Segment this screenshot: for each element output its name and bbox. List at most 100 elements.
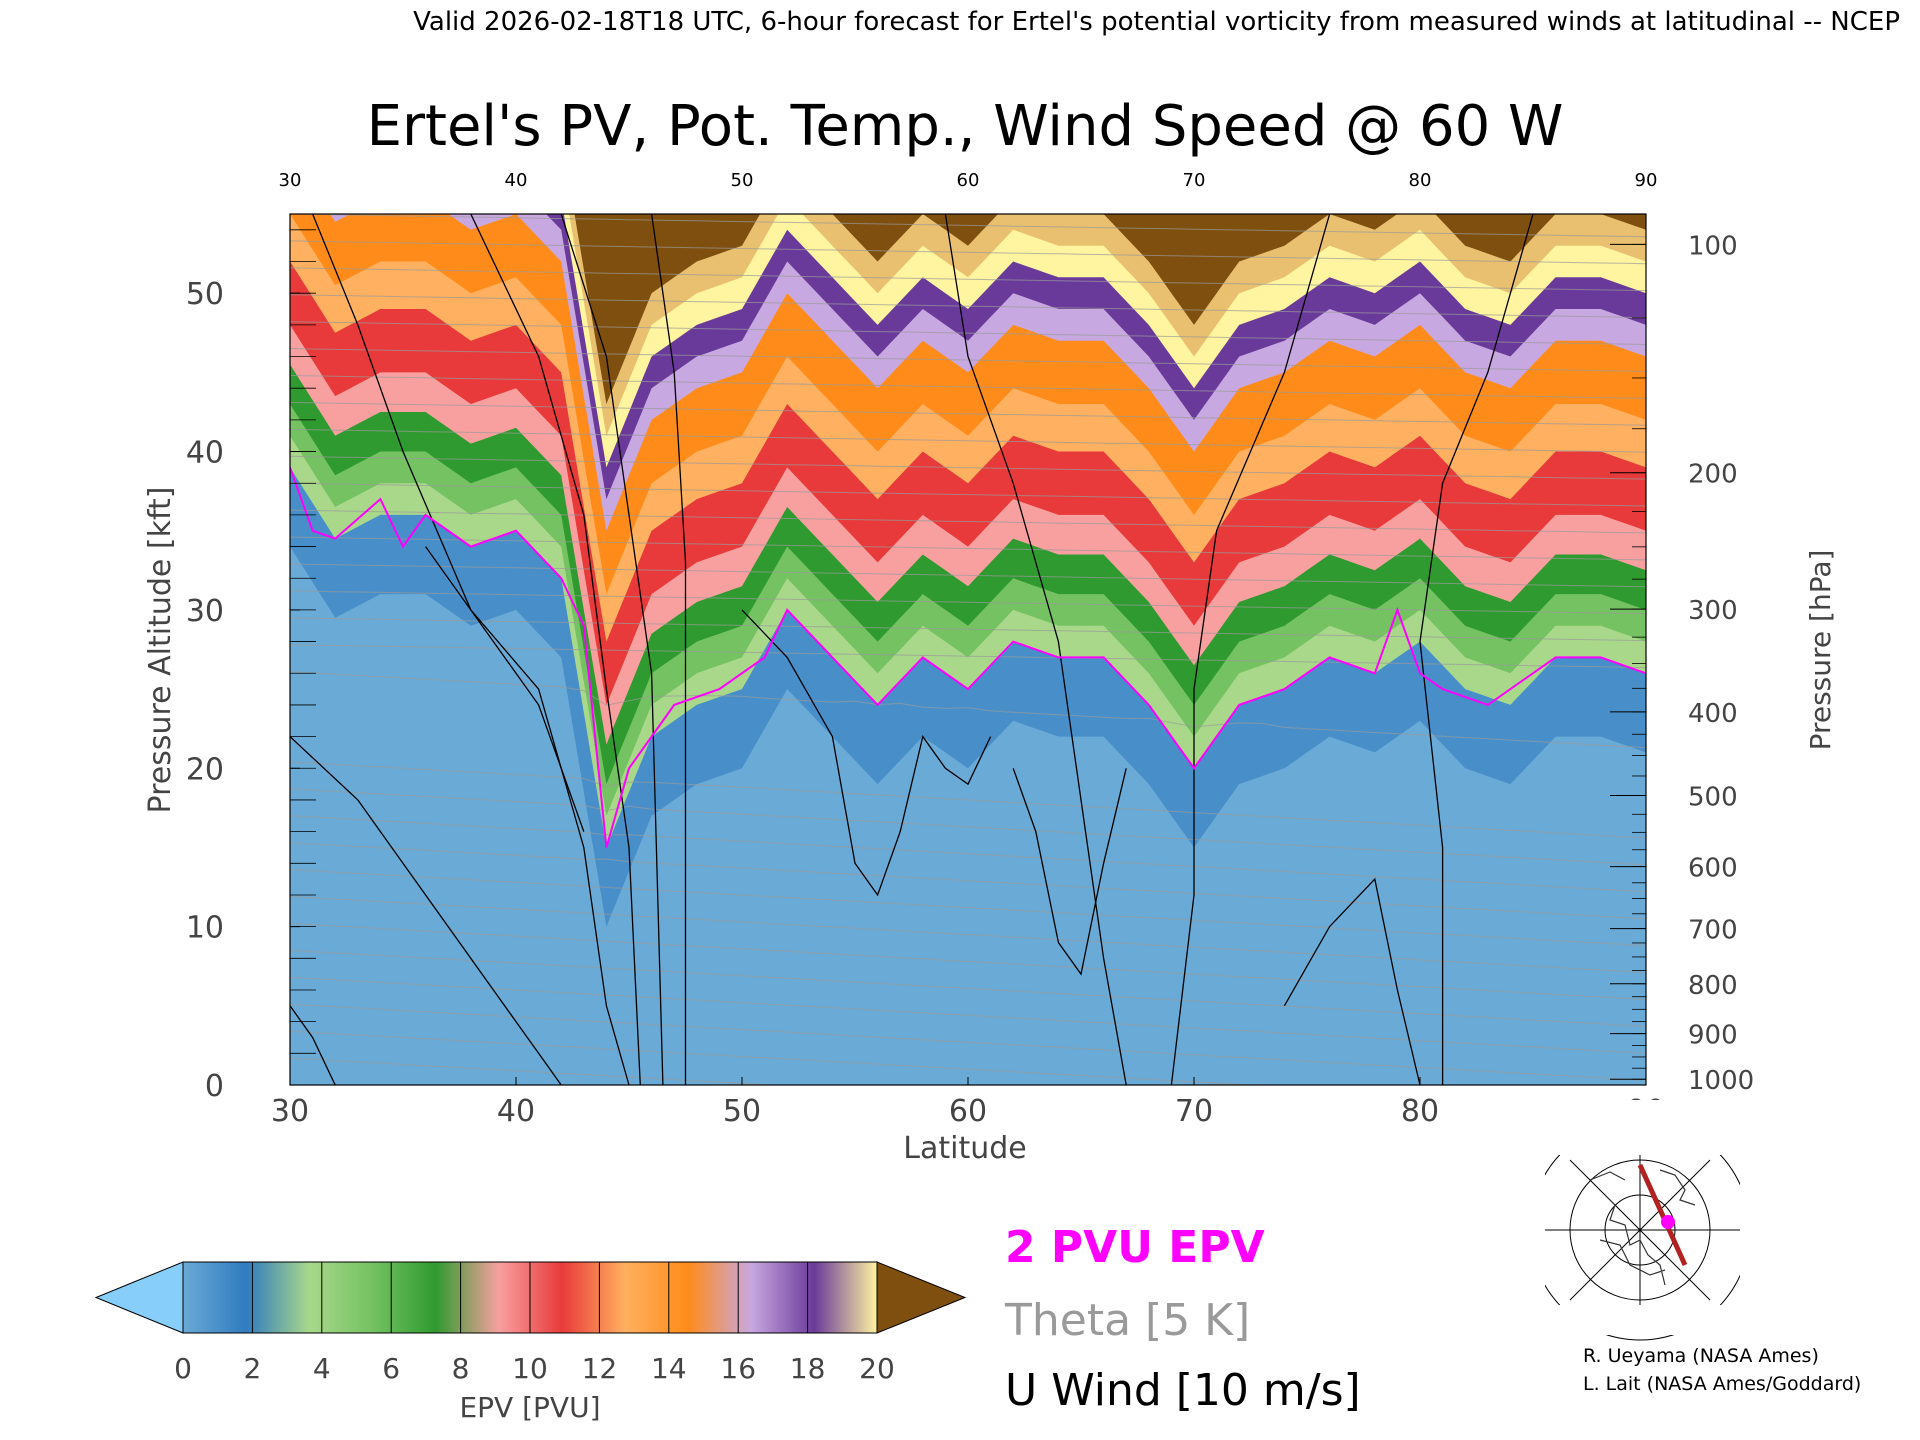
- colorbar-tick-label: 20: [859, 1352, 895, 1385]
- theta-contour: [290, 976, 1646, 1054]
- epv-band-11: [290, 214, 1646, 404]
- y-axis-label: Pressure Altitude [kft]: [143, 487, 178, 814]
- theta-contour: [290, 375, 1646, 399]
- wind-contour: [650, 214, 687, 1085]
- legend-theta: Theta [5 K]: [1004, 1295, 1250, 1346]
- colorbar-tick-label: 16: [720, 1352, 756, 1385]
- y-tick-label: 40: [186, 436, 224, 471]
- colorbar-segment: [750, 1262, 815, 1333]
- theta-contour: [290, 240, 1646, 265]
- y2-tick-label: 400: [1688, 699, 1738, 729]
- colorbar-segment: [372, 1262, 436, 1333]
- wind-contour: [1170, 214, 1331, 1085]
- wind-contour: [470, 214, 641, 1085]
- colorbar-segment: [687, 1262, 752, 1333]
- x-tick-label: 30: [271, 1094, 309, 1129]
- colorbar-over-arrow: [876, 1261, 967, 1334]
- colorbar-tick-label: 2: [243, 1352, 261, 1385]
- theta-contour: [290, 1030, 1646, 1085]
- y2-tick-label: 500: [1688, 783, 1738, 813]
- theta-contour: [290, 923, 1646, 1000]
- wind-contour: [290, 736, 562, 1085]
- y2-tick-label: 700: [1688, 916, 1738, 946]
- theta-contour: [290, 482, 1646, 507]
- colorbar-label: EPV [PVU]: [459, 1391, 600, 1424]
- theta-contour: [290, 455, 1646, 480]
- epv-band-upper-trop: [290, 467, 1646, 927]
- y2-tick-label: 1000: [1688, 1066, 1754, 1096]
- theta-contour: [290, 617, 1646, 642]
- pvu-2-line: [290, 467, 1646, 848]
- theta-contour: [290, 321, 1646, 345]
- colorbar: 0 2 4 6 8 10 12 14 16 18 20: [94, 1261, 967, 1385]
- theta-contour: [290, 1057, 1646, 1085]
- y2-tick-label: 200: [1688, 460, 1738, 490]
- theta-contour: [290, 644, 1646, 669]
- wind-contour: [425, 546, 585, 832]
- colorbar-tick-label: 18: [790, 1352, 826, 1385]
- y2-tick-label: 800: [1688, 971, 1738, 1001]
- wind-contour: [1012, 768, 1127, 976]
- y-tick-label: 20: [186, 752, 224, 787]
- theta-contour: [290, 348, 1646, 372]
- theta-contour: [290, 1003, 1646, 1081]
- wind-contour: [944, 214, 1127, 1085]
- x-axis-top: 30 40 50 60 70 80 90: [279, 170, 1658, 191]
- theta-contour: [290, 949, 1646, 1027]
- theta-contour: [290, 761, 1646, 839]
- x-tick-label: 70: [1175, 1094, 1213, 1129]
- wind-contour: [311, 214, 630, 1085]
- x-top-tick-label: 80: [1409, 170, 1432, 191]
- colorbar-segment: [435, 1262, 499, 1333]
- colorbar-tick-label: 4: [313, 1352, 331, 1385]
- plot-area: [290, 214, 1646, 1085]
- colorbar-segment: [624, 1262, 689, 1333]
- x-top-tick-label: 30: [279, 170, 302, 191]
- colorbar-tick-label: 8: [452, 1352, 470, 1385]
- wind-contour: [560, 214, 664, 1085]
- y-tick-label: 0: [205, 1069, 224, 1104]
- map-coastlines: [1589, 1169, 1696, 1286]
- x-tick-label: 50: [723, 1094, 761, 1129]
- colorbar-tick-label: 6: [382, 1352, 400, 1385]
- theta-contour: [290, 428, 1646, 453]
- theta-contour: [290, 402, 1646, 426]
- theta-contour: [290, 294, 1646, 319]
- x-top-tick-label: 60: [957, 170, 980, 191]
- x-tick-label: 40: [497, 1094, 535, 1129]
- x-top-tick-label: 70: [1183, 170, 1206, 191]
- colorbar-segment: [813, 1262, 878, 1333]
- y2-tick-label: 900: [1688, 1021, 1738, 1051]
- y-tick-label: 50: [186, 277, 224, 312]
- x-axis-label: Latitude: [903, 1131, 1026, 1166]
- colorbar-segment: [309, 1262, 373, 1333]
- y-tick-label: 10: [186, 911, 224, 946]
- y2-axis-label: Pressure [hPa]: [1804, 550, 1837, 751]
- colorbar-tick-label: 10: [512, 1352, 548, 1385]
- colorbar-under-arrow: [94, 1261, 184, 1334]
- x-top-tick-label: 40: [505, 170, 528, 191]
- theta-contour: [290, 842, 1646, 920]
- colorbar-tick-label: 14: [651, 1352, 687, 1385]
- theta-contour: [290, 536, 1646, 561]
- theta-contour: [290, 896, 1646, 974]
- map-inset-mask-bottom: [1500, 1305, 1800, 1335]
- theta-contour: [290, 788, 1646, 866]
- legend-pvu: 2 PVU EPV: [1005, 1222, 1265, 1273]
- x-top-tick-label: 90: [1635, 170, 1658, 191]
- y-tick-label: 30: [186, 594, 224, 629]
- theta-contour: [290, 214, 1646, 238]
- credit-line-2: L. Lait (NASA Ames/Goddard): [1583, 1373, 1861, 1395]
- credit-line-1: R. Ueyama (NASA Ames): [1583, 1345, 1819, 1367]
- theta-contour: [290, 563, 1646, 588]
- x-tick-label: 60: [949, 1094, 987, 1129]
- x-tick-label: 80: [1401, 1094, 1439, 1129]
- map-inset-mask-top: [1500, 1100, 1800, 1155]
- header-top-line: Valid 2026-02-18T18 UTC, 6-hour forecast…: [413, 7, 1900, 37]
- theta-contour: [290, 267, 1646, 292]
- y2-tick-label: 100: [1688, 231, 1738, 261]
- map-marker: [1661, 1215, 1675, 1229]
- colorbar-tick-label: 12: [582, 1352, 618, 1385]
- theta-contour: [290, 671, 1646, 749]
